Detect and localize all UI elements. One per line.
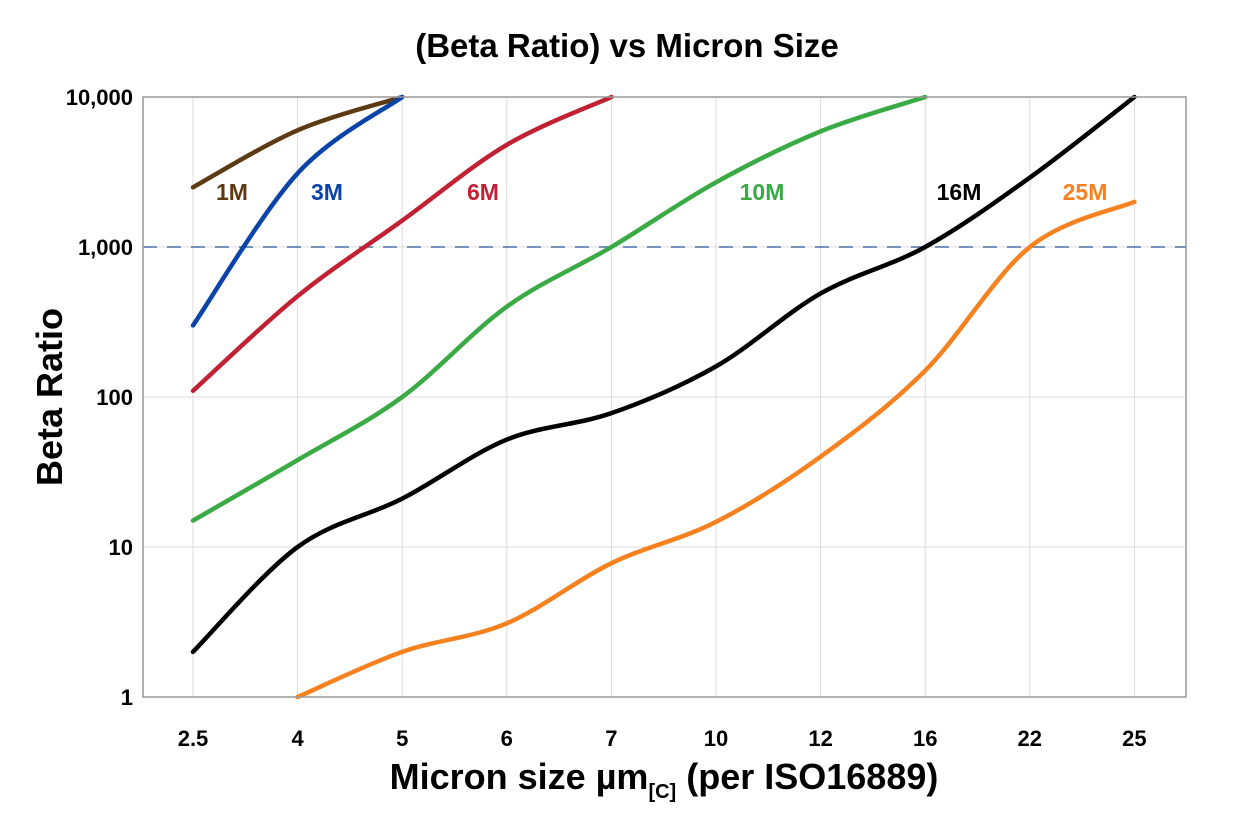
x-axis-label-main: Micron size µm bbox=[390, 756, 649, 797]
series-label-25M: 25M bbox=[1063, 179, 1108, 205]
x-axis-label: Micron size µm[C] (per ISO16889) bbox=[390, 756, 939, 803]
x-tick-label: 6 bbox=[501, 726, 513, 751]
series-label-16M: 16M bbox=[937, 179, 982, 205]
y-tick-label: 1,000 bbox=[78, 235, 133, 260]
x-tick-label: 25 bbox=[1122, 726, 1146, 751]
y-tick-label: 10,000 bbox=[66, 85, 133, 110]
x-tick-label: 2.5 bbox=[178, 726, 209, 751]
y-tick-labels: 1 10 100 1,000 10,000 bbox=[66, 85, 133, 710]
series-lines bbox=[190, 94, 1137, 700]
series-line-1M bbox=[190, 94, 405, 190]
series-label-3M: 3M bbox=[311, 179, 343, 205]
x-axis-label-sub: [C] bbox=[648, 781, 676, 803]
x-tick-label: 22 bbox=[1018, 726, 1042, 751]
x-tick-label: 12 bbox=[808, 726, 832, 751]
x-tick-labels: 2.5 4 5 6 7 10 12 16 22 25 bbox=[178, 726, 1147, 751]
x-tick-label: 16 bbox=[913, 726, 937, 751]
x-tick-label: 5 bbox=[396, 726, 408, 751]
y-axis-label: Beta Ratio bbox=[29, 308, 70, 486]
y-tick-label: 100 bbox=[96, 385, 133, 410]
series-label-6M: 6M bbox=[467, 179, 499, 205]
series-line-3M bbox=[190, 94, 405, 328]
series-label-10M: 10M bbox=[740, 179, 785, 205]
series-line-6M bbox=[190, 94, 614, 394]
series-labels: 1M 3M 6M 10M 16M 25M bbox=[216, 179, 1107, 205]
series-label-1M: 1M bbox=[216, 179, 248, 205]
y-tick-label: 1 bbox=[121, 685, 133, 710]
grid bbox=[143, 96, 1186, 698]
x-tick-label: 7 bbox=[605, 726, 617, 751]
series-line-16M bbox=[190, 94, 1137, 655]
series-line-10M bbox=[190, 94, 928, 523]
chart-title: (Beta Ratio) vs Micron Size bbox=[415, 27, 839, 64]
plot-frame bbox=[142, 96, 1187, 698]
series-line-25M bbox=[295, 199, 1137, 700]
y-tick-label: 10 bbox=[109, 535, 133, 560]
x-tick-label: 10 bbox=[704, 726, 728, 751]
x-tick-label: 4 bbox=[291, 726, 304, 751]
x-axis-label-tail: (per ISO16889) bbox=[676, 756, 938, 797]
